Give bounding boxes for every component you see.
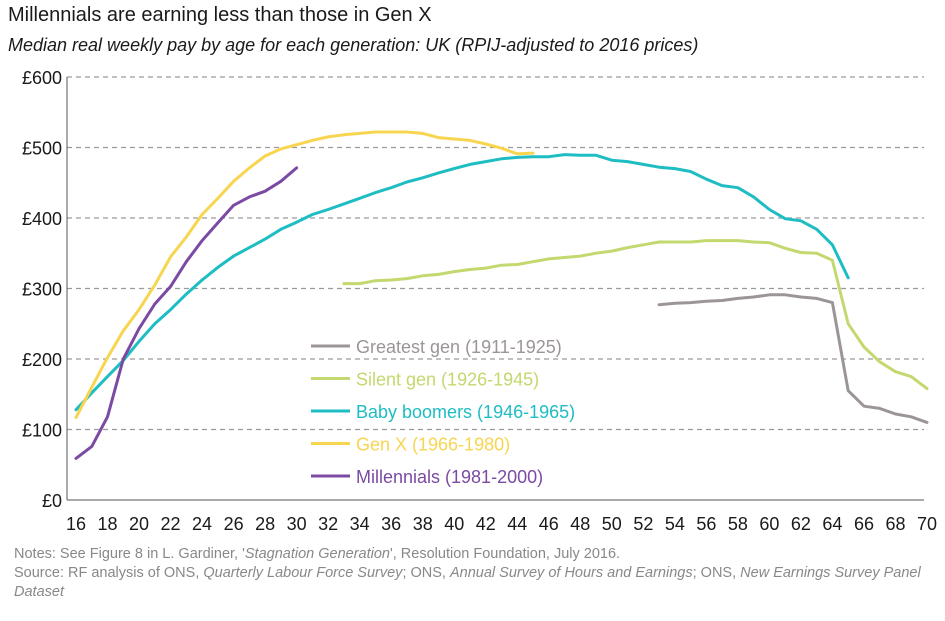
x-tick-label: 64 xyxy=(822,514,842,534)
x-tick-label: 32 xyxy=(318,514,338,534)
x-tick-label: 58 xyxy=(728,514,748,534)
y-tick-label: £100 xyxy=(22,421,62,441)
y-tick-label: £500 xyxy=(22,139,62,159)
x-tick-label: 52 xyxy=(633,514,653,534)
y-tick-label: £0 xyxy=(42,491,62,511)
legend-label: Millennials (1981-2000) xyxy=(356,467,543,487)
series-line xyxy=(74,153,850,412)
legend-label: Gen X (1966-1980) xyxy=(356,435,510,455)
x-tick-label: 70 xyxy=(917,514,937,534)
x-tick-label: 28 xyxy=(255,514,275,534)
x-tick-label: 18 xyxy=(98,514,118,534)
source-text: ; ONS, xyxy=(402,565,450,581)
source-dataset: Quarterly Labour Force Survey xyxy=(203,565,403,581)
x-tick-label: 26 xyxy=(224,514,244,534)
series-lines xyxy=(74,130,929,460)
x-tick-label: 54 xyxy=(665,514,685,534)
notes-text: ', Resolution Foundation, July 2016. xyxy=(389,546,621,562)
source-text: ; ONS, xyxy=(692,565,741,581)
x-tick-label: 68 xyxy=(885,514,905,534)
x-tick-label: 56 xyxy=(696,514,716,534)
x-tick-labels: 16 18 20 22 24 26 28 30 32 34 36 38 40 42 44 46 48 50 52 54… xyxy=(66,514,937,534)
x-tick-label: 44 xyxy=(507,514,527,534)
y-tick-label: £400 xyxy=(22,209,62,229)
legend-label: Baby boomers (1946-1965) xyxy=(356,402,575,422)
x-tick-label: 50 xyxy=(602,514,622,534)
x-tick-label: 16 xyxy=(66,514,86,534)
x-tick-label: 40 xyxy=(444,514,464,534)
x-tick-label: 36 xyxy=(381,514,401,534)
legend-label: Silent gen (1926-1945) xyxy=(356,370,539,390)
legend-label: Greatest gen (1911-1925) xyxy=(356,337,562,357)
y-tick-label: £600 xyxy=(22,68,62,88)
series-line xyxy=(657,293,929,424)
notes-report-title: Stagnation Generation xyxy=(244,546,390,562)
x-tick-label: 48 xyxy=(570,514,590,534)
x-tick-label: 38 xyxy=(413,514,433,534)
x-tick-label: 66 xyxy=(854,514,874,534)
x-tick-label: 42 xyxy=(476,514,496,534)
source-dataset: New Earnings Survey Panel Dataset xyxy=(14,565,921,600)
chart-notes: Notes: See Figure 8 in L. Gardiner, 'Sta… xyxy=(14,545,939,602)
legend: Greatest gen (1911-1925) Silent gen (1926… xyxy=(311,337,575,487)
source-dataset: Annual Survey of Hours and Earnings xyxy=(449,565,693,581)
x-tick-label: 34 xyxy=(350,514,370,534)
y-tick-label: £300 xyxy=(22,280,62,300)
axes xyxy=(66,77,924,501)
source-text: Source: RF analysis of ONS, xyxy=(14,565,204,581)
y-tick-labels: £0 £100 £200 £300 £400 £500 £600 xyxy=(22,68,62,511)
series-line xyxy=(342,239,929,391)
source-line: Source: RF analysis of ONS, Quarterly La… xyxy=(14,564,939,602)
x-tick-label: 60 xyxy=(759,514,779,534)
notes-text: Notes: See Figure 8 in L. Gardiner, ' xyxy=(14,546,245,562)
notes-line: Notes: See Figure 8 in L. Gardiner, 'Sta… xyxy=(14,545,939,564)
x-tick-label: 24 xyxy=(192,514,212,534)
x-tick-label: 62 xyxy=(791,514,811,534)
series-line xyxy=(74,130,535,419)
series-line xyxy=(74,166,299,460)
x-tick-label: 22 xyxy=(161,514,181,534)
y-tick-label: £200 xyxy=(22,350,62,370)
chart-subtitle: Median real weekly pay by age for each g… xyxy=(8,35,699,55)
x-tick-label: 20 xyxy=(129,514,149,534)
x-tick-label: 46 xyxy=(539,514,559,534)
chart-title: Millennials are earning less than those … xyxy=(8,4,432,26)
x-tick-label: 30 xyxy=(287,514,307,534)
